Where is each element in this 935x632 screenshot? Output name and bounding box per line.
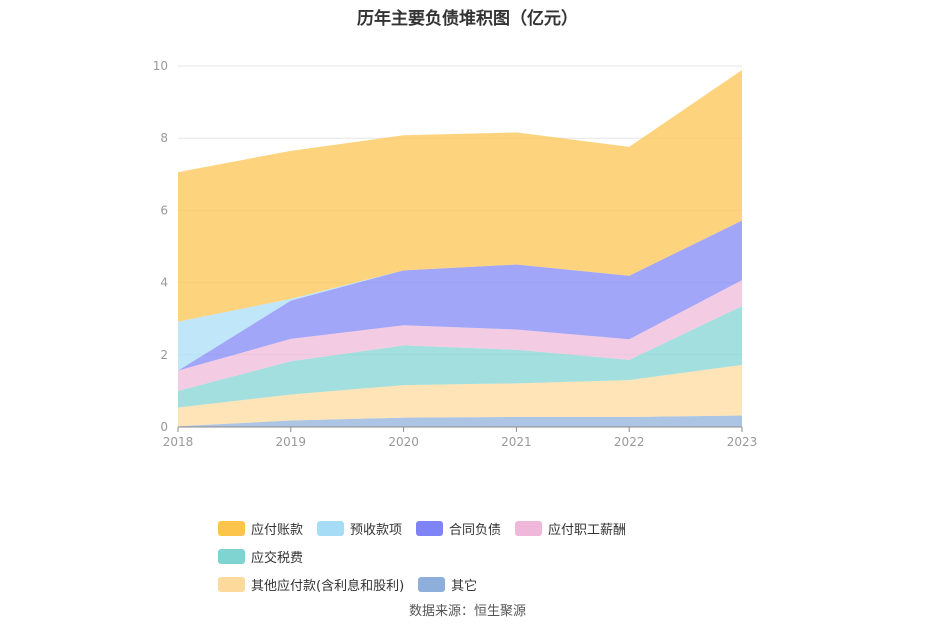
series-area — [178, 69, 742, 322]
x-tick-label: 2019 — [276, 435, 307, 449]
legend-item[interactable]: 应付职工薪酬 — [515, 518, 626, 538]
y-tick-label: 4 — [160, 276, 168, 290]
x-tick-label: 2018 — [163, 435, 194, 449]
y-tick-label: 8 — [160, 131, 168, 145]
legend-item[interactable]: 其他应付款(含利息和股利) — [218, 574, 404, 594]
y-tick-label: 6 — [160, 203, 168, 217]
series-area — [178, 220, 742, 371]
legend-item[interactable]: 应付账款 — [218, 518, 303, 538]
legend-item[interactable]: 预收款项 — [317, 518, 402, 538]
legend-label: 预收款项 — [350, 522, 403, 538]
legend-label: 合同负债 — [449, 522, 502, 538]
legend-row: 其他应付款(含利息和股利) 其它 — [218, 574, 738, 602]
series-area — [178, 280, 742, 391]
legend-swatch — [218, 520, 245, 536]
data-source-note: 数据来源：恒生聚源 — [408, 604, 526, 619]
legend-label: 应交税费 — [251, 550, 304, 566]
x-tick-label: 2021 — [501, 435, 532, 449]
x-tick-label: 2023 — [727, 435, 758, 449]
legend-label: 其他应付款(含利息和股利) — [251, 578, 405, 594]
stacked-area-chart: 0 2 4 6 8 10 2018 2019 2020 2021 2022 2023 — [153, 59, 758, 449]
legend-swatch — [515, 520, 543, 536]
chart-title: 历年主要负债堆积图（亿元） — [357, 9, 578, 29]
x-tick-label: 2022 — [614, 435, 645, 449]
legend-swatch — [218, 548, 245, 564]
series-area — [178, 364, 742, 427]
legend-swatch — [416, 520, 444, 536]
legend-item[interactable]: 其它 — [418, 574, 477, 594]
y-tick-label: 10 — [153, 59, 168, 73]
y-tick-label: 0 — [160, 420, 168, 434]
x-tick-label: 2020 — [388, 435, 419, 449]
legend-swatch — [418, 576, 446, 592]
legend-label: 应付账款 — [251, 522, 304, 538]
series-area — [178, 415, 742, 427]
series-area — [178, 306, 742, 408]
legend-label: 其它 — [451, 578, 478, 594]
legend: 应付账款 预收款项 合同负债 应付职工薪酬 应交税费 其他应付款(含利息和股利)… — [218, 518, 738, 602]
legend-item[interactable]: 应交税费 — [218, 546, 303, 566]
y-tick-label: 2 — [160, 348, 168, 362]
legend-row: 应付账款 预收款项 合同负债 应付职工薪酬 应交税费 — [218, 518, 738, 574]
legend-swatch — [317, 520, 345, 536]
legend-item[interactable]: 合同负债 — [416, 518, 501, 538]
legend-label: 应付职工薪酬 — [548, 522, 627, 538]
legend-swatch — [218, 576, 245, 592]
